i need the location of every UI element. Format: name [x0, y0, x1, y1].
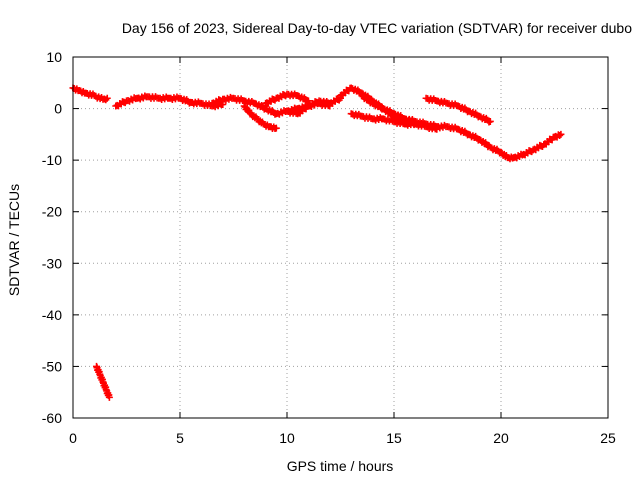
y-tick-label: -60 [42, 410, 62, 426]
x-tick-label: 5 [176, 430, 184, 446]
chart-title: Day 156 of 2023, Sidereal Day-to-day VTE… [122, 20, 632, 36]
x-tick-label: 0 [69, 430, 77, 446]
series-track-7 [283, 94, 344, 118]
data-point [557, 130, 565, 138]
y-axis-label: SDTVAR / TECUs [6, 184, 22, 296]
data-point [103, 94, 111, 102]
data-point [272, 124, 280, 132]
y-tick-label: -40 [42, 307, 62, 323]
data-point [486, 117, 494, 125]
series-track-3 [112, 92, 227, 111]
x-tick-label: 20 [493, 430, 509, 446]
series-track-6 [262, 90, 312, 107]
x-axis-label: GPS time / hours [287, 458, 394, 474]
data-points [69, 84, 565, 401]
series-track-2 [93, 362, 113, 401]
series-track-11 [390, 110, 505, 157]
series-track-13 [497, 130, 565, 163]
x-tick-label: 10 [279, 430, 295, 446]
plot-frame [72, 56, 609, 419]
x-tick-label: 15 [386, 430, 402, 446]
axis-ticks: 0 5 10 15 20 25 10 0 -10 -20 -30 -40 -50 -60 [42, 49, 616, 446]
y-tick-label: 0 [54, 101, 62, 117]
x-tick-label: 25 [600, 430, 616, 446]
y-tick-label: -10 [42, 152, 62, 168]
series-track-12 [422, 94, 494, 126]
y-tick-label: -20 [42, 204, 62, 220]
series-track-5 [240, 102, 280, 132]
data-point-fill [556, 131, 564, 139]
y-tick-label: -30 [42, 255, 62, 271]
y-tick-label: -50 [42, 358, 62, 374]
y-tick-label: 10 [46, 49, 62, 65]
data-point [105, 393, 113, 401]
